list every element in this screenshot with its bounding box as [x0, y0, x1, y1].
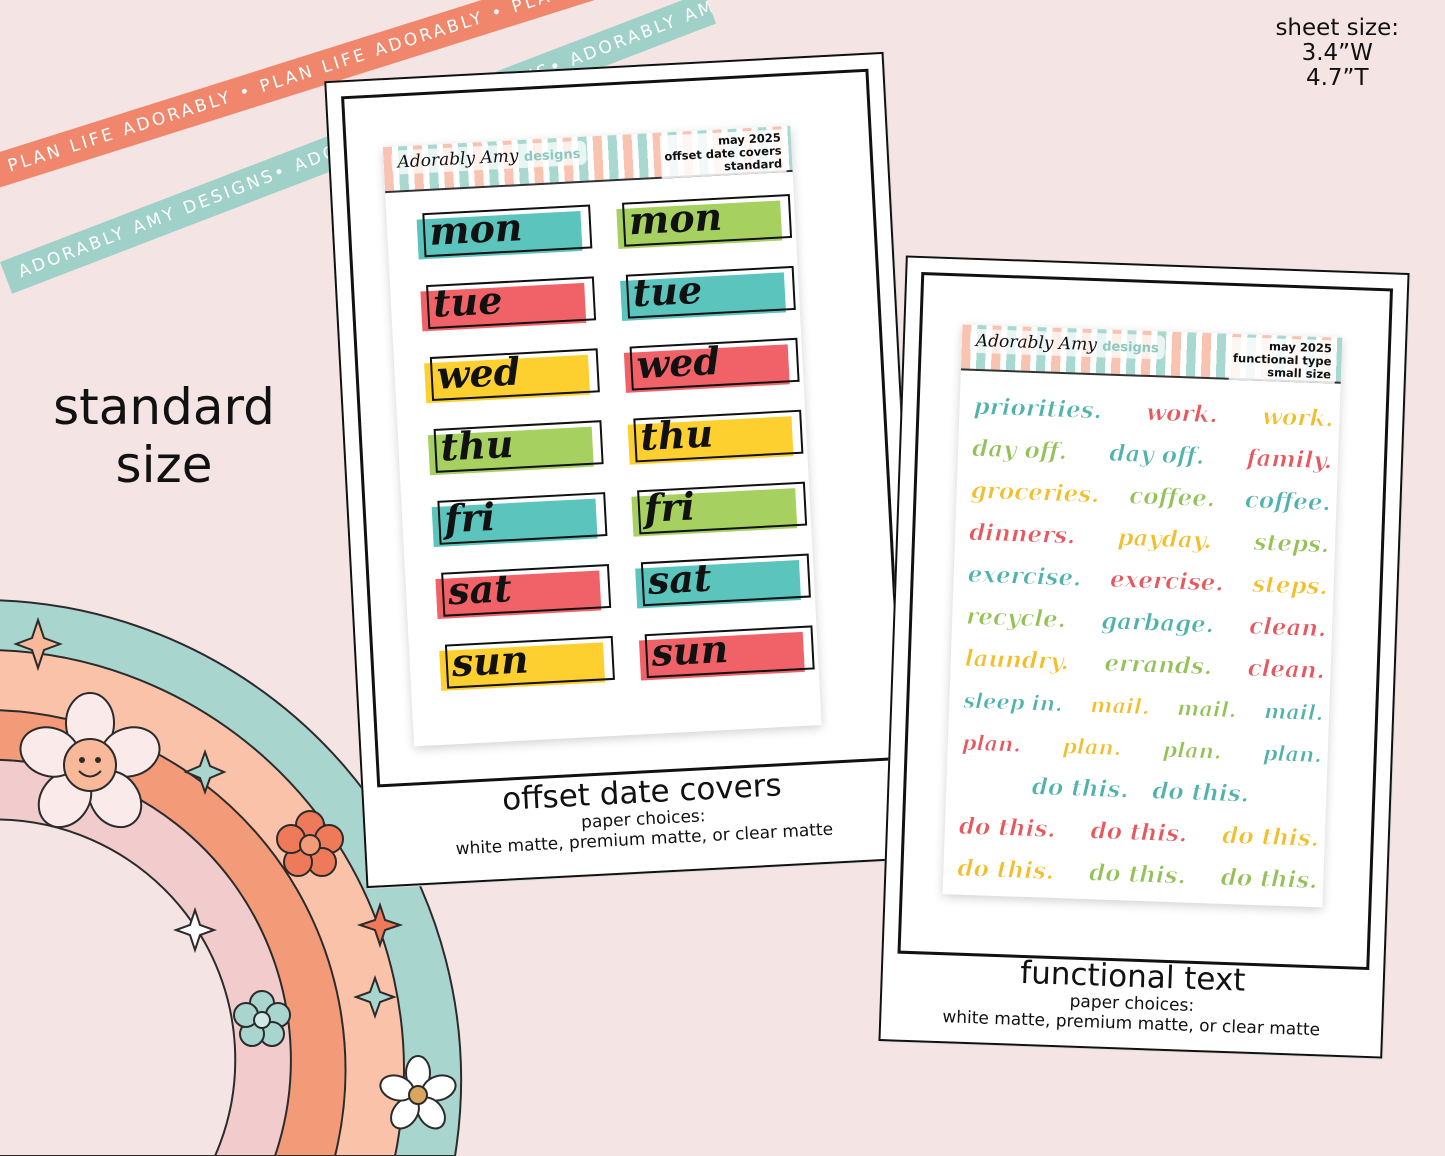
functional-word-sticker: sleep in. [962, 687, 1064, 716]
date-cover-sticker: mon [616, 193, 793, 250]
smiley-flower-icon [19, 692, 161, 829]
functional-word-sticker: plan. [1162, 736, 1222, 764]
date-cover-sticker: wed [424, 348, 600, 404]
teal-flower-icon [233, 990, 291, 1047]
date-cover-sticker: fri [631, 481, 808, 537]
functional-word-sticker: errands. [1104, 649, 1213, 681]
brand-name: Adorably Amy [975, 330, 1098, 356]
date-cover-label: thu [639, 410, 715, 460]
rainbow-illustration [0, 599, 463, 1156]
sheet-size-title: sheet size: [1275, 15, 1399, 41]
functional-word-sticker: day off. [1108, 439, 1205, 470]
functional-text-card: Adorably Amy designs may 2025 functional… [878, 255, 1410, 1059]
functional-word-sticker: day off. [971, 434, 1068, 465]
sheet-size-width: 3.4”W [1301, 40, 1373, 66]
functional-word-sticker: plan. [1262, 739, 1323, 767]
date-cover-sticker: tue [420, 276, 597, 332]
date-cover-sticker: mon [416, 204, 593, 260]
functional-word-sticker: do this. [958, 812, 1056, 843]
white-flower-icon [379, 1055, 457, 1130]
brand-logo: Adorably Amy designs [390, 140, 587, 175]
date-cover-label: mon [428, 204, 524, 254]
functional-word-sticker: dinners. [968, 518, 1076, 550]
sheet-meta: may 2025 functional type small size [1228, 336, 1337, 384]
functional-word-sticker: coffee. [1128, 481, 1216, 512]
functional-word-sticker: do this. [957, 854, 1055, 885]
functional-word-sticker: mail. [1089, 691, 1150, 719]
date-cover-label: mon [627, 193, 724, 244]
functional-word-sticker: do this. [1151, 776, 1250, 808]
brand-logo: Adorably Amy designs [969, 328, 1166, 360]
functional-word-sticker: priorities. [973, 392, 1103, 424]
functional-word-sticker: plan. [1061, 732, 1122, 760]
date-cover-sticker: wed [623, 337, 800, 393]
sticker-sheet-frame: Adorably Amy designs may 2025 functional… [897, 271, 1394, 971]
functional-word-sticker: recycle. [965, 602, 1067, 633]
sheet-size-height: 4.7”T [1305, 65, 1369, 91]
standard-size-line1: standard [53, 378, 275, 436]
functional-word-sticker: clean. [1247, 654, 1326, 684]
functional-word-sticker: work. [1261, 402, 1334, 432]
date-cover-label: wed [635, 337, 722, 388]
date-cover-label: fri [443, 493, 497, 542]
functional-word-sticker: do this. [1031, 772, 1129, 804]
date-cover-sticker: tue [620, 265, 796, 321]
functional-word-sticker: garbage. [1100, 606, 1215, 639]
functional-word-sticker: steps. [1251, 570, 1329, 600]
date-cover-sticker: sun [638, 625, 815, 681]
functional-word-sticker: plan. [961, 729, 1022, 757]
date-cover-label: thu [439, 420, 515, 470]
functional-word-sticker: do this. [1221, 821, 1320, 852]
sticker-sheet: Adorably Amy designs may 2025 offset dat… [382, 125, 822, 747]
date-cover-label: tue [631, 266, 704, 316]
functional-word-sticker: payday. [1117, 523, 1213, 554]
date-cover-label: sat [446, 565, 513, 614]
functional-word-sticker: laundry. [964, 644, 1070, 675]
functional-word-sticker: exercise. [967, 560, 1082, 592]
date-cover-sticker: fri [431, 492, 608, 548]
sheet-header: Adorably Amy designs may 2025 offset dat… [382, 125, 793, 194]
functional-word-sticker: clean. [1248, 612, 1327, 642]
date-cover-grid: mon mon tue tue wed wed thu thu fri fri sat sat sun s… [416, 188, 815, 711]
functional-word-sticker: steps. [1253, 528, 1330, 558]
functional-word-sticker: do this. [1090, 816, 1188, 848]
functional-word-sticker: work. [1145, 398, 1219, 428]
date-cover-label: sat [646, 554, 713, 603]
date-cover-label: tue [431, 277, 504, 326]
sheet-meta: may 2025 offset date covers standard [659, 129, 787, 179]
sparkle-icon [13, 616, 404, 1019]
functional-word-sticker: coffee. [1244, 485, 1331, 517]
date-cover-sticker: sat [435, 563, 612, 620]
brand-sub: designs [523, 146, 581, 165]
date-cover-label: sun [650, 625, 730, 675]
sticker-sheet: Adorably Amy designs may 2025 functional… [942, 324, 1343, 908]
sheet-header: Adorably Amy designs may 2025 functional… [960, 324, 1343, 384]
functional-word-sticker: groceries. [970, 476, 1100, 508]
date-cover-sticker: thu [427, 420, 604, 476]
functional-word-sticker: do this. [1220, 863, 1318, 894]
functional-word-sticker: mail. [1263, 697, 1324, 725]
sheet-size-label: sheet size: 3.4”W 4.7”T [1275, 16, 1399, 91]
functional-word-sticker: exercise. [1109, 565, 1224, 597]
date-cover-sticker: sun [439, 635, 615, 691]
sheet-size: small size [1267, 365, 1332, 382]
brand-name: Adorably Amy [397, 146, 519, 173]
date-cover-sticker: thu [627, 409, 804, 465]
offset-date-covers-card: Adorably Amy designs may 2025 offset dat… [324, 51, 926, 889]
functional-word-sticker: mail. [1176, 694, 1237, 722]
functional-word-grid: priorities. work. work. day off. day off. fam… [957, 385, 1335, 901]
functional-word-sticker: family. [1246, 443, 1333, 475]
orange-flower-icon [276, 810, 344, 877]
date-cover-label: fri [642, 483, 696, 532]
standard-size-label: standard size [44, 378, 284, 494]
date-cover-label: sun [450, 636, 530, 686]
standard-size-line2: size [115, 436, 213, 494]
date-cover-label: wed [435, 348, 522, 398]
functional-word-sticker: do this. [1088, 858, 1187, 890]
sticker-sheet-frame: Adorably Amy designs may 2025 offset dat… [341, 68, 905, 788]
brand-sub: designs [1101, 339, 1160, 357]
date-cover-sticker: sat [635, 553, 811, 609]
